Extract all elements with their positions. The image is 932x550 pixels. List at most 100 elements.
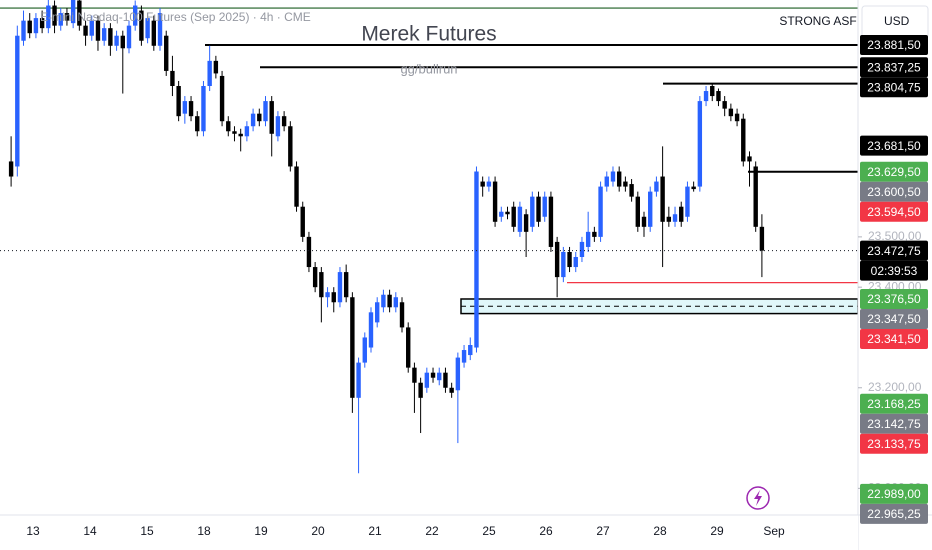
candle-body bbox=[654, 181, 659, 192]
candle-body bbox=[27, 20, 32, 34]
price-label: 23.341,50 bbox=[867, 332, 921, 346]
candle-body bbox=[579, 241, 585, 257]
candle-body bbox=[176, 86, 181, 117]
candle-body bbox=[753, 166, 758, 227]
candle-body bbox=[350, 297, 355, 398]
candle-body bbox=[362, 337, 367, 363]
price-label-box bbox=[860, 35, 928, 56]
price-label-box bbox=[860, 393, 928, 414]
y-tick-label: 23.200,00 bbox=[868, 380, 922, 394]
price-label-box bbox=[860, 308, 928, 329]
candle-body bbox=[623, 181, 628, 187]
candle-body bbox=[449, 387, 454, 393]
candle-body bbox=[33, 18, 39, 34]
candle-body bbox=[133, 5, 138, 26]
candle-body bbox=[499, 211, 504, 217]
price-label: 23.133,75 bbox=[867, 437, 921, 451]
candle-body bbox=[164, 35, 169, 71]
price-label-box bbox=[860, 433, 928, 454]
candle-body bbox=[710, 86, 715, 97]
candle-body bbox=[418, 382, 423, 398]
candle-body bbox=[70, 0, 76, 24]
price-label: 23.168,25 bbox=[867, 397, 921, 411]
candle-body bbox=[703, 91, 709, 102]
candle-body bbox=[461, 350, 467, 363]
price-label-box bbox=[860, 288, 928, 309]
candle-body bbox=[585, 231, 591, 247]
candle-body bbox=[306, 236, 312, 268]
candle-body bbox=[430, 372, 436, 378]
price-label: 23.347,50 bbox=[867, 312, 921, 326]
price-label: 23.594,50 bbox=[867, 205, 921, 219]
price-label-box bbox=[860, 328, 928, 349]
candle-body bbox=[741, 118, 746, 162]
candle-body bbox=[213, 60, 219, 74]
candle-body bbox=[101, 28, 107, 41]
chart-title: Merek Futures bbox=[361, 23, 496, 46]
candle-body bbox=[716, 91, 721, 102]
candle-body bbox=[406, 327, 411, 368]
price-label: 23.804,75 bbox=[867, 80, 921, 94]
candle-body bbox=[393, 297, 399, 308]
candle-body bbox=[437, 372, 442, 381]
price-label: 23.681,50 bbox=[867, 139, 921, 153]
candle-body bbox=[157, 13, 163, 46]
candle-body bbox=[734, 113, 740, 122]
candle-body bbox=[561, 251, 566, 278]
candle-body bbox=[728, 108, 734, 117]
candle-body bbox=[648, 191, 653, 227]
candle-body bbox=[263, 101, 268, 122]
candle-body bbox=[691, 186, 696, 190]
alert-bolt bbox=[754, 490, 762, 506]
badge: STRONG ASF bbox=[779, 14, 856, 28]
candle-body bbox=[685, 186, 690, 217]
candle-body bbox=[275, 116, 281, 137]
candle-body bbox=[325, 292, 330, 298]
price-label: 23.837,25 bbox=[867, 60, 921, 74]
price-label-box bbox=[860, 135, 928, 156]
candle-body bbox=[610, 171, 616, 182]
candle-body bbox=[114, 35, 119, 46]
candle-body bbox=[269, 101, 274, 134]
candle-body bbox=[21, 20, 26, 41]
candle-body bbox=[536, 196, 541, 222]
candle-body bbox=[46, 5, 51, 29]
candle-body bbox=[139, 10, 144, 41]
candle-body bbox=[120, 35, 125, 49]
x-tick-label: 18 bbox=[197, 524, 211, 538]
candle-body bbox=[573, 256, 578, 268]
price-label: 23.881,50 bbox=[867, 38, 921, 52]
candle-body bbox=[195, 116, 200, 132]
countdown: 02:39:53 bbox=[871, 264, 918, 278]
x-tick-label: 29 bbox=[710, 524, 724, 538]
currency[interactable]: USD bbox=[884, 14, 910, 28]
alert-icon[interactable] bbox=[746, 486, 770, 510]
x-tick-label: 15 bbox=[140, 524, 154, 538]
x-tick-label: 28 bbox=[653, 524, 667, 538]
candle-body bbox=[374, 302, 380, 323]
price-label-box bbox=[860, 240, 928, 261]
price-label-box bbox=[860, 77, 928, 98]
candle-body bbox=[52, 5, 57, 26]
candle-body bbox=[567, 251, 572, 268]
candle-body bbox=[697, 101, 703, 187]
candle-body bbox=[554, 241, 560, 278]
chart-subtitle: gg/bullrun bbox=[400, 61, 457, 76]
candle-body bbox=[232, 131, 237, 134]
candle-body bbox=[145, 18, 150, 39]
candle-body bbox=[201, 86, 206, 132]
candle-body bbox=[530, 196, 535, 227]
candle-body bbox=[424, 372, 430, 388]
candle-body bbox=[517, 206, 523, 232]
candle-body bbox=[15, 35, 20, 167]
price-label-box bbox=[860, 161, 928, 182]
candle-body bbox=[505, 211, 510, 215]
candle-body bbox=[759, 226, 765, 251]
candle-body bbox=[312, 267, 318, 288]
candle-body bbox=[319, 272, 324, 298]
candle-body bbox=[64, 13, 70, 21]
price-label-box bbox=[860, 181, 928, 202]
candle-body bbox=[337, 272, 343, 303]
candle-body bbox=[747, 156, 752, 162]
candle-body bbox=[294, 166, 299, 207]
